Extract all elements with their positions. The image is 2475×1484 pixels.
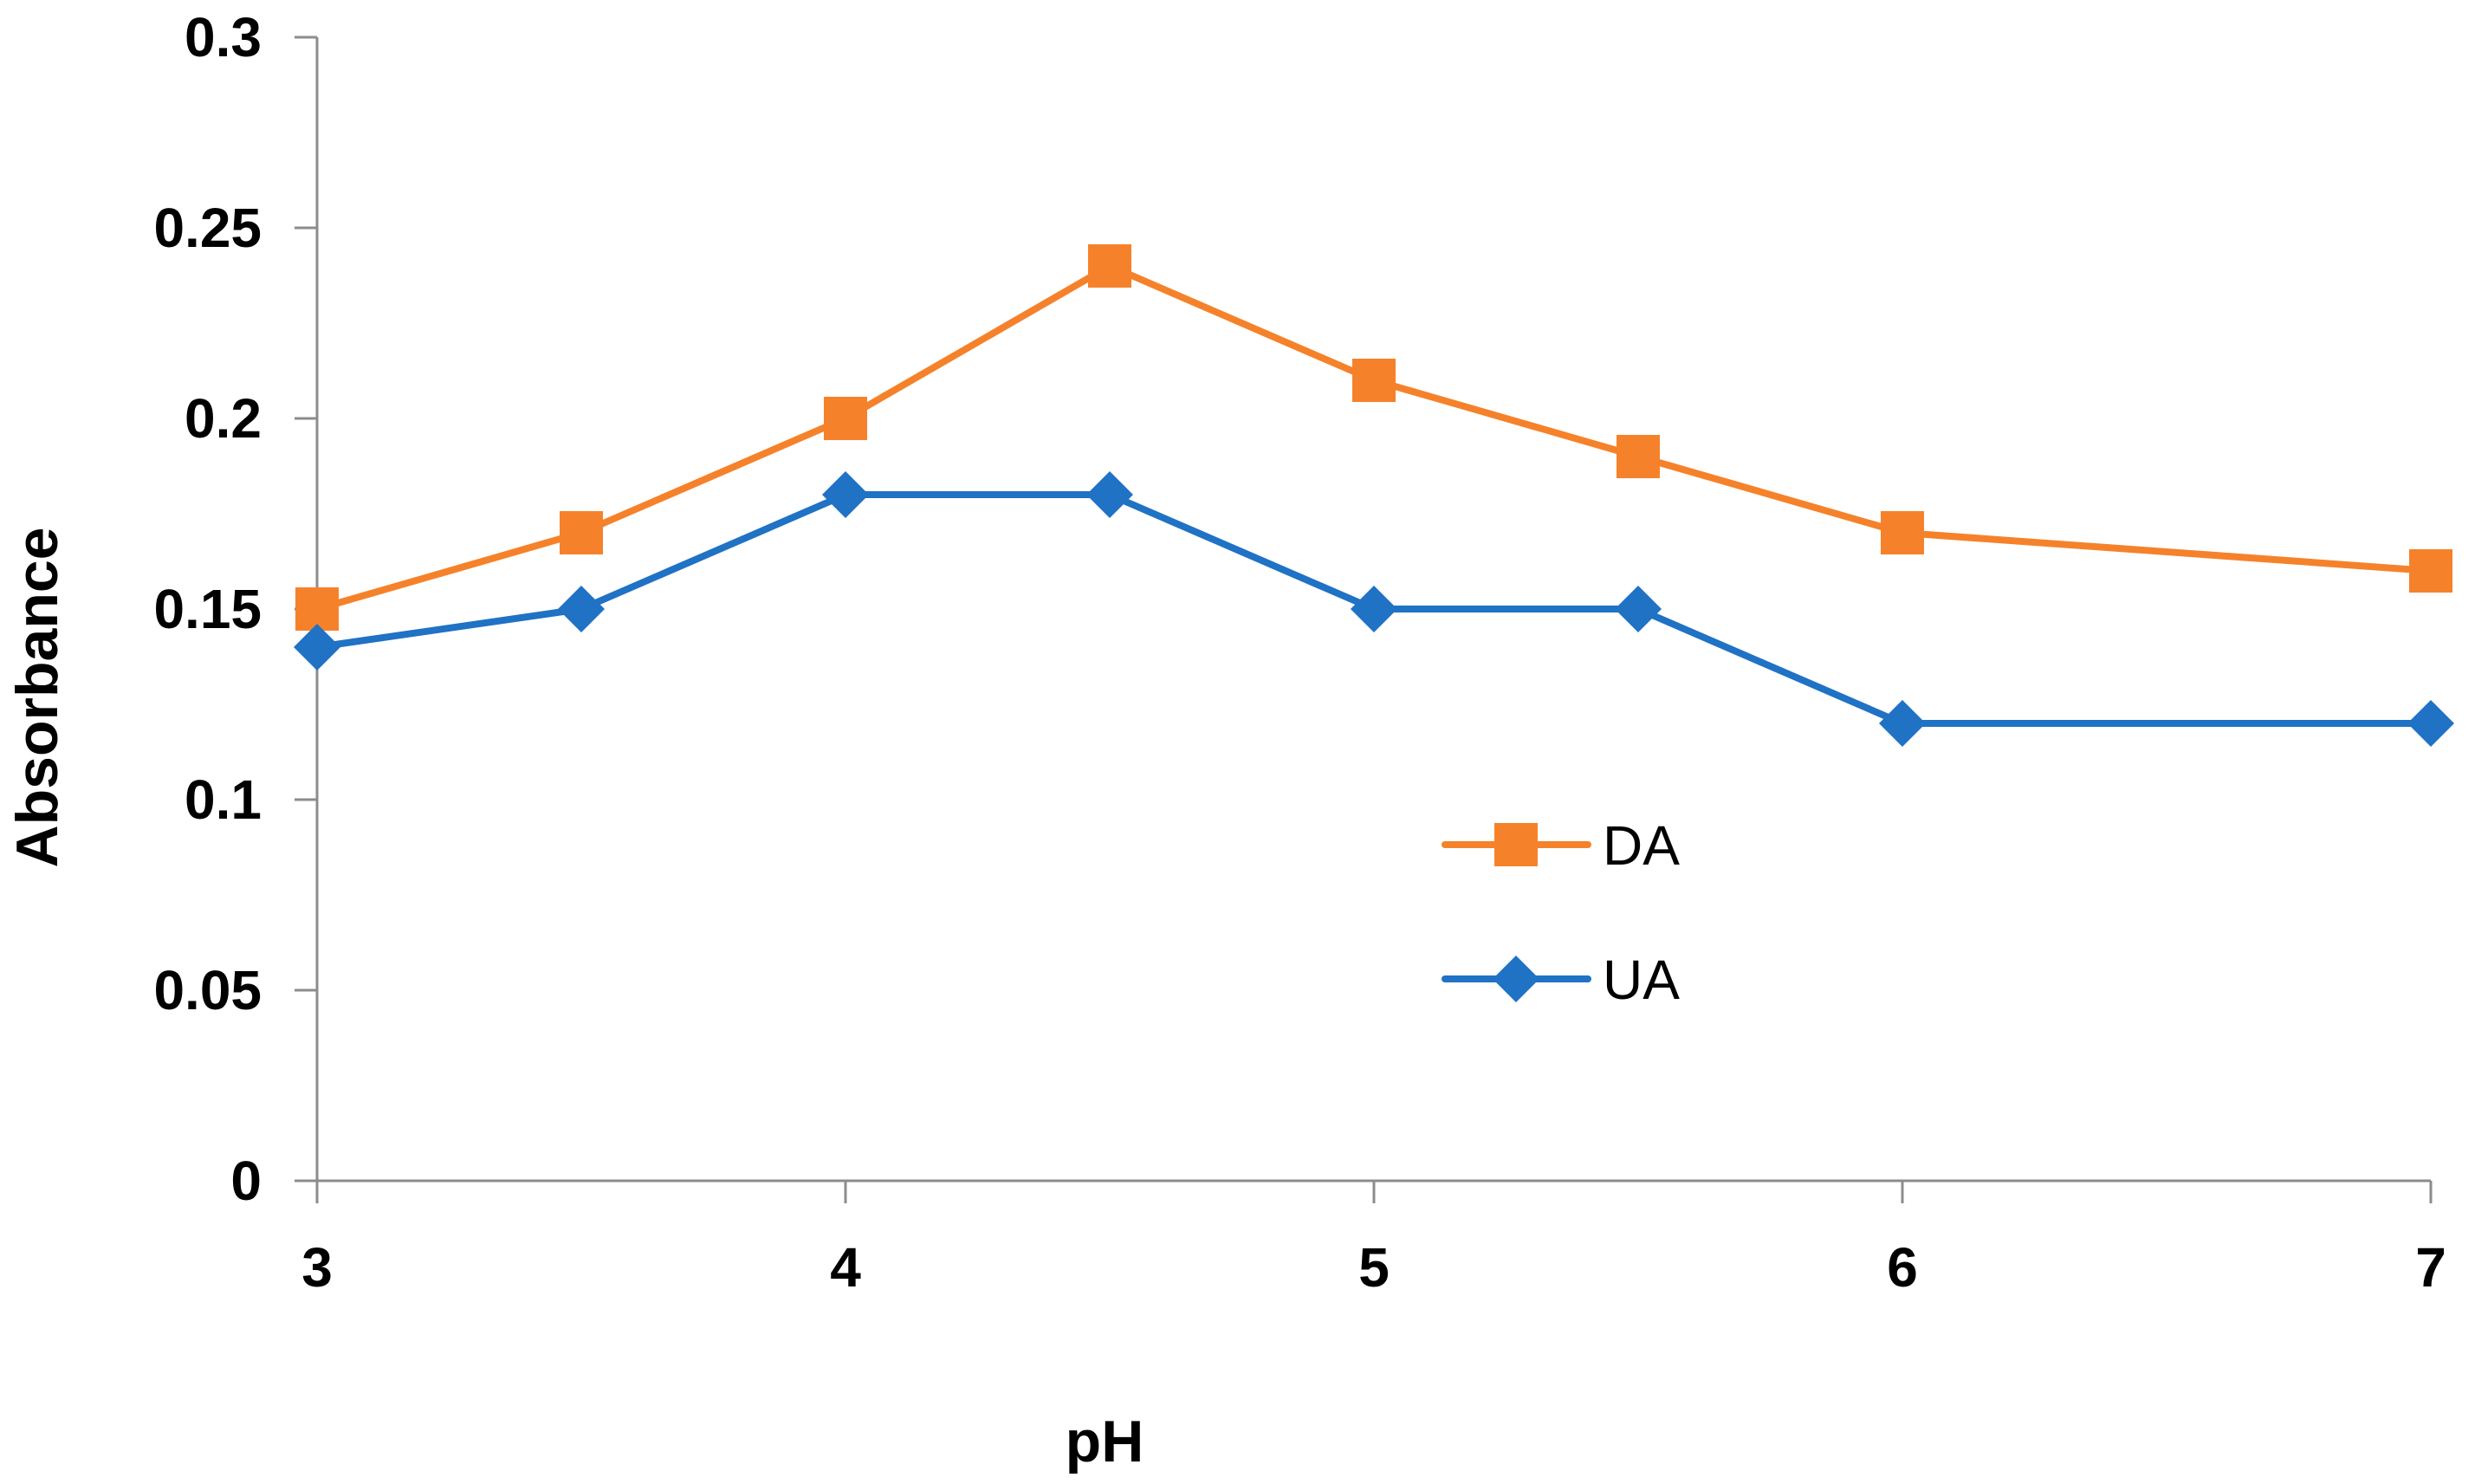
x-tick-label: 3 xyxy=(301,1236,333,1299)
y-tick-label: 0.2 xyxy=(185,387,262,450)
legend-label-da: DA xyxy=(1603,814,1680,877)
data-point-ua xyxy=(2407,700,2454,747)
y-axis-ticks: 0 0.05 0.1 0.15 0.2 0.25 0.3 xyxy=(153,6,317,1212)
x-axis-title: pH xyxy=(1066,1409,1144,1474)
series-line-da xyxy=(314,262,2434,612)
data-point-ua xyxy=(1351,586,1397,632)
series-line-ua xyxy=(314,491,2434,727)
x-tick-label: 7 xyxy=(2415,1236,2446,1299)
data-point-da xyxy=(2409,549,2452,593)
y-tick-label: 0.1 xyxy=(185,768,262,831)
legend-item-da: DA xyxy=(1442,814,1680,877)
data-point-ua xyxy=(294,624,340,671)
y-tick-label: 0.3 xyxy=(185,6,262,68)
data-point-ua xyxy=(822,471,869,518)
legend: DA UA xyxy=(1442,814,1680,1011)
data-point-ua xyxy=(1879,700,1926,747)
series-layer xyxy=(294,244,2454,747)
data-point-da xyxy=(1088,244,1131,288)
data-point-da xyxy=(1617,435,1660,478)
legend-item-ua: UA xyxy=(1442,949,1680,1011)
y-axis-title: Absorbance xyxy=(4,528,70,868)
y-tick-label: 0.05 xyxy=(153,959,262,1021)
data-point-da xyxy=(1881,511,1924,554)
data-point-ua xyxy=(558,586,605,632)
data-point-ua xyxy=(1615,586,1662,632)
legend-marker-da xyxy=(1494,823,1538,866)
y-tick-label: 0 xyxy=(230,1150,262,1212)
axes: 0 0.05 0.1 0.15 0.2 0.25 0.3 3 4 5 6 7 xyxy=(153,6,2446,1299)
data-point-da xyxy=(1352,359,1396,402)
x-axis-ticks: 3 4 5 6 7 xyxy=(301,1181,2446,1299)
data-point-da xyxy=(824,397,867,440)
data-point-da xyxy=(560,511,603,554)
x-tick-label: 4 xyxy=(830,1236,861,1299)
y-tick-label: 0.25 xyxy=(153,197,262,259)
data-point-da xyxy=(295,587,339,631)
legend-label-ua: UA xyxy=(1603,949,1680,1011)
series-da xyxy=(295,244,2452,631)
data-point-ua xyxy=(1086,471,1133,518)
x-tick-label: 6 xyxy=(1887,1236,1918,1299)
series-ua xyxy=(294,471,2454,747)
legend-marker-ua xyxy=(1493,956,1539,1002)
x-tick-label: 5 xyxy=(1358,1236,1390,1299)
y-tick-label: 0.15 xyxy=(153,578,262,640)
